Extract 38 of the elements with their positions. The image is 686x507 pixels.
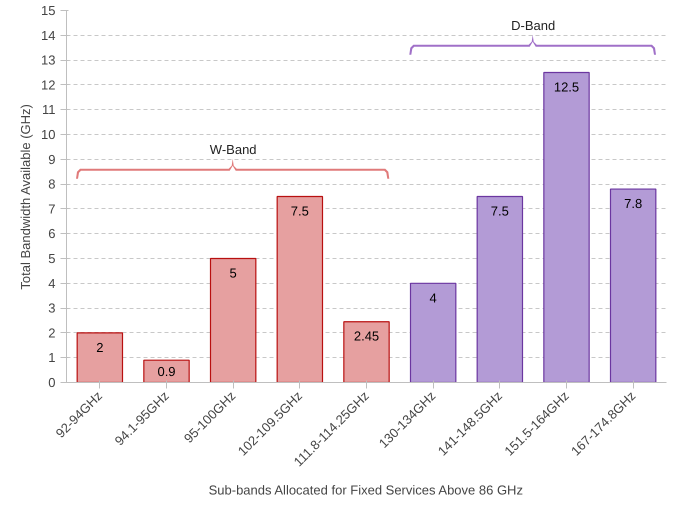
y-tick-label: 10 xyxy=(41,127,56,142)
data-label: 2.45 xyxy=(354,328,380,344)
bar xyxy=(276,196,324,382)
y-tick-label: 3 xyxy=(48,300,56,316)
annotation: W-Band xyxy=(210,142,257,158)
bar xyxy=(543,72,590,382)
bar xyxy=(210,258,256,382)
y-tick-label: 11 xyxy=(42,102,56,118)
bar xyxy=(76,332,124,382)
annotation: D-Band xyxy=(511,18,556,34)
data-label: 4 xyxy=(430,290,437,306)
data-label: 7.5 xyxy=(490,204,509,218)
data-label: 7.5 xyxy=(290,204,309,218)
data-label: 0.9 xyxy=(157,364,176,379)
data-label: 5 xyxy=(230,266,237,280)
y-tick-label: 6 xyxy=(48,226,56,242)
bar xyxy=(610,188,656,382)
y-tick-label: 13 xyxy=(41,52,56,68)
y-tick-label: 1 xyxy=(48,350,56,366)
y-tick-label: 2 xyxy=(48,325,56,340)
data-label: 2 xyxy=(96,340,104,355)
y-tick-label: 15 xyxy=(41,3,56,18)
bar xyxy=(343,321,390,382)
bar xyxy=(410,282,456,382)
y-axis-title: Total Bandwidth Available (GHz) xyxy=(18,104,34,290)
y-tick-label: 4 xyxy=(48,276,56,291)
y-tick-label: 7 xyxy=(48,201,56,216)
y-tick-label: 12 xyxy=(41,77,56,92)
bar xyxy=(143,360,190,382)
data-label: 7.8 xyxy=(624,196,642,212)
y-tick-label: 8 xyxy=(48,176,56,192)
y-tick-label: 14 xyxy=(41,28,56,43)
y-tick-label: 0 xyxy=(48,375,56,390)
data-label: 12.5 xyxy=(554,80,580,94)
bar xyxy=(476,196,524,382)
y-tick-label: 5 xyxy=(48,251,56,266)
x-axis-title: Sub-bands Allocated for Fixed Services Above 86 GHz xyxy=(208,482,523,498)
y-tick-label: 9 xyxy=(48,152,56,167)
